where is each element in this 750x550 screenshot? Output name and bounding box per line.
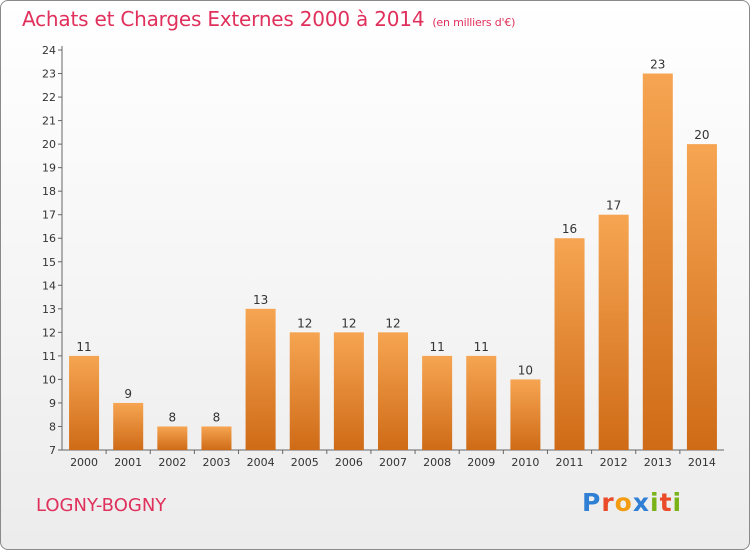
x-tick-label: 2012 bbox=[600, 456, 628, 469]
bar-value-label: 23 bbox=[650, 58, 665, 72]
y-tick-label: 13 bbox=[42, 303, 56, 316]
logo-letter: i bbox=[672, 488, 683, 517]
bar bbox=[554, 238, 585, 450]
x-tick-label: 2002 bbox=[158, 456, 186, 469]
y-tick-label: 11 bbox=[42, 350, 56, 363]
bar-value-label: 8 bbox=[213, 410, 221, 424]
bar-value-label: 8 bbox=[169, 410, 177, 424]
y-tick-label: 8 bbox=[49, 420, 56, 433]
y-tick-label: 23 bbox=[42, 68, 56, 81]
bar-value-label: 16 bbox=[562, 222, 577, 236]
bar-value-label: 10 bbox=[518, 363, 533, 377]
chart-subtitle: (en milliers d'€) bbox=[432, 16, 516, 29]
x-tick-label: 2014 bbox=[688, 456, 716, 469]
x-tick-label: 2007 bbox=[379, 456, 407, 469]
x-tick-label: 2008 bbox=[423, 456, 451, 469]
x-tick-label: 2005 bbox=[291, 456, 319, 469]
logo-letter: i bbox=[650, 488, 660, 517]
x-tick-label: 2011 bbox=[556, 456, 584, 469]
bar-value-label: 9 bbox=[124, 387, 132, 401]
bar-value-label: 11 bbox=[76, 340, 91, 354]
y-tick-label: 19 bbox=[42, 162, 56, 175]
bar bbox=[422, 355, 453, 450]
bar bbox=[157, 426, 188, 450]
bar bbox=[598, 214, 629, 450]
bar bbox=[113, 402, 144, 450]
bar bbox=[377, 332, 409, 450]
logo-letter: r bbox=[601, 488, 615, 517]
proxiti-logo: Proxiti bbox=[582, 488, 682, 517]
bar-value-label: 12 bbox=[297, 316, 312, 330]
bar-value-label: 20 bbox=[694, 128, 709, 142]
bar bbox=[289, 332, 320, 450]
bar-value-label: 11 bbox=[429, 340, 444, 354]
y-tick-label: 14 bbox=[42, 279, 56, 292]
city-name: LOGNY-BOGNY bbox=[36, 495, 167, 516]
logo-letter: o bbox=[614, 488, 633, 517]
bar bbox=[201, 426, 232, 450]
x-tick-label: 2013 bbox=[644, 456, 672, 469]
y-tick-label: 9 bbox=[49, 397, 56, 410]
x-tick-label: 2010 bbox=[511, 456, 539, 469]
chart-title-text: Achats et Charges Externes 2000 à 2014 bbox=[22, 7, 425, 31]
bar-value-label: 12 bbox=[385, 316, 400, 330]
y-tick-label: 18 bbox=[42, 185, 56, 198]
y-tick-label: 20 bbox=[42, 138, 56, 151]
bar bbox=[245, 308, 276, 450]
x-tick-label: 2006 bbox=[335, 456, 363, 469]
y-tick-label: 15 bbox=[42, 256, 56, 269]
x-tick-label: 2003 bbox=[202, 456, 230, 469]
y-tick-label: 21 bbox=[42, 115, 56, 128]
logo-letter: x bbox=[632, 488, 650, 517]
x-tick-label: 2004 bbox=[247, 456, 275, 469]
logo-letter: P bbox=[582, 488, 602, 517]
y-tick-label: 12 bbox=[42, 326, 56, 339]
x-tick-label: 2000 bbox=[70, 456, 98, 469]
bar-value-label: 12 bbox=[341, 316, 356, 330]
x-tick-label: 2009 bbox=[467, 456, 495, 469]
logo-letter: t bbox=[659, 488, 673, 517]
y-tick-label: 17 bbox=[42, 209, 56, 222]
y-tick-label: 24 bbox=[42, 44, 56, 57]
bar bbox=[69, 355, 100, 450]
bar bbox=[686, 144, 717, 450]
bar bbox=[333, 332, 364, 450]
bar-value-label: 17 bbox=[606, 199, 621, 213]
bar-value-label: 11 bbox=[474, 340, 489, 354]
bar bbox=[466, 355, 497, 450]
y-tick-label: 7 bbox=[49, 444, 56, 457]
bar bbox=[510, 379, 541, 450]
y-tick-label: 16 bbox=[42, 232, 56, 245]
x-tick-label: 2001 bbox=[114, 456, 142, 469]
bar-value-label: 13 bbox=[253, 293, 268, 307]
y-tick-label: 10 bbox=[42, 373, 56, 386]
y-tick-label: 22 bbox=[42, 91, 56, 104]
chart-title: Achats et Charges Externes 2000 à 2014 (e… bbox=[22, 7, 515, 31]
bar bbox=[642, 73, 673, 450]
